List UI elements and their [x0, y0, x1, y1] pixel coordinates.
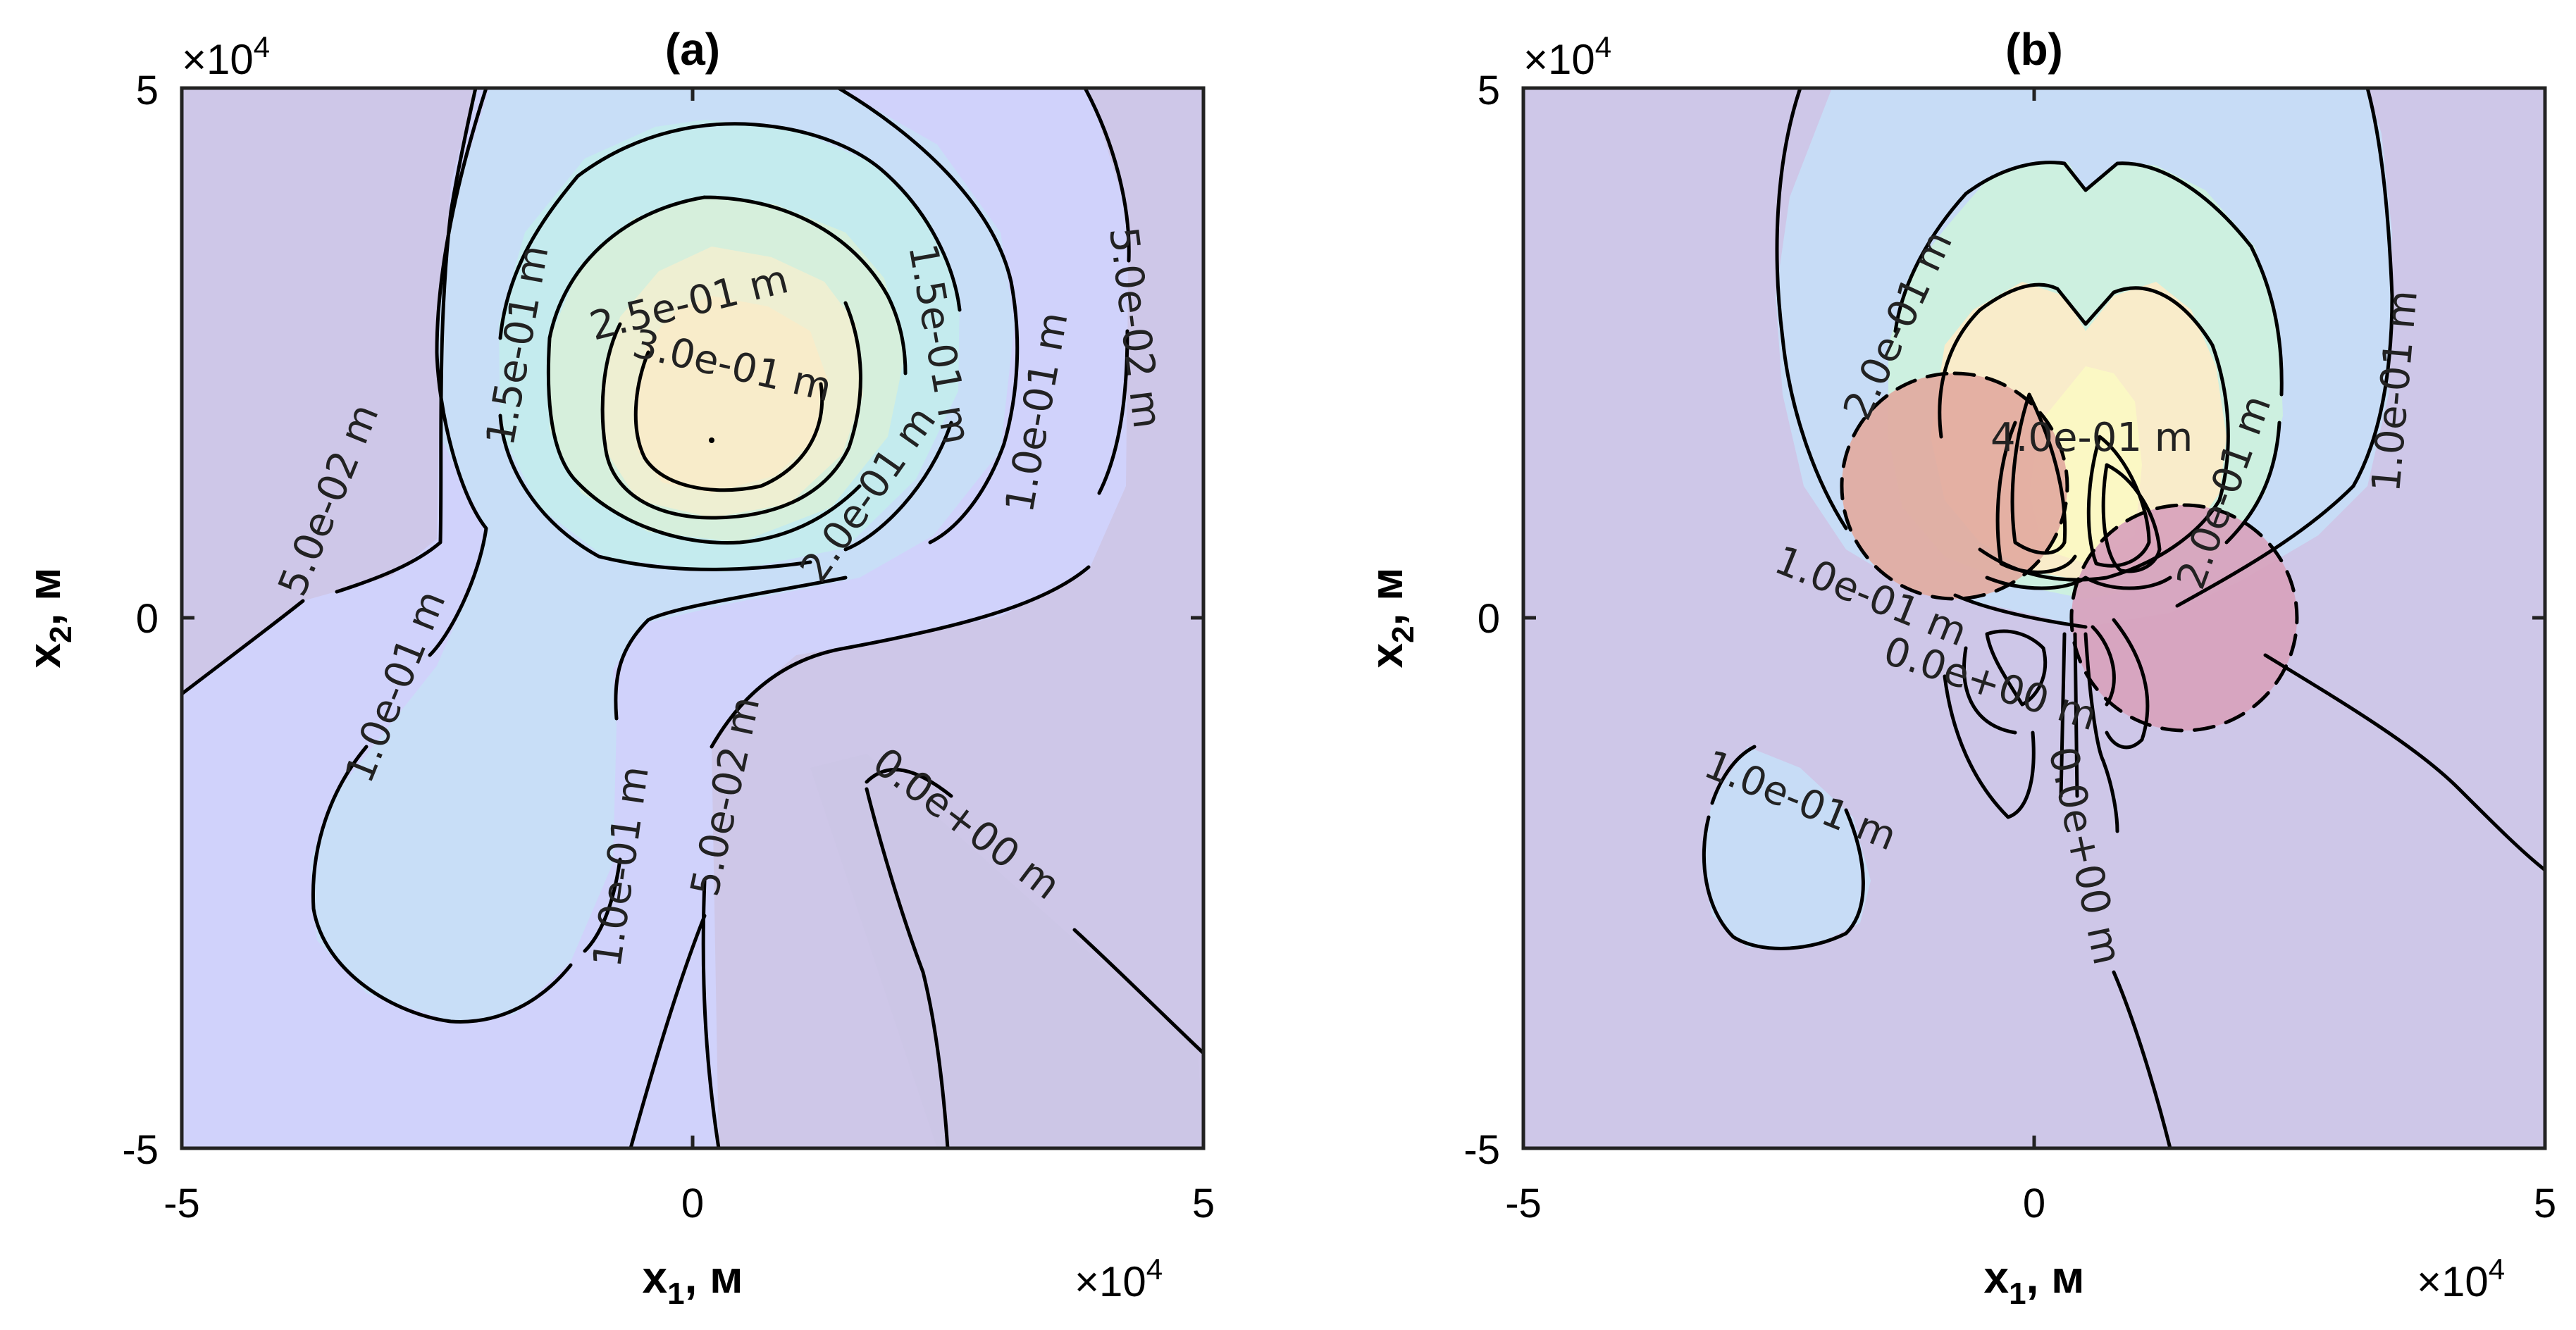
panel-b-fill [1523, 88, 2545, 1148]
panel-b-contour-0.00-r1 [2091, 618, 2150, 750]
x-label-main: x [1984, 1252, 2010, 1303]
panel-a-contour-0.10 [311, 88, 573, 1024]
panel-a-x-tick: 0 [681, 1181, 704, 1226]
panel-b-contour-0.20-right [2224, 421, 2281, 545]
panel-b-fill-0.10-small [1702, 747, 1871, 947]
panel-b-contour-0.30 [1938, 282, 2230, 582]
panel-b-y-axis-label: x2, м [1361, 568, 1420, 669]
panel-a-peak-marker [709, 437, 714, 443]
x-label-main: x [643, 1252, 668, 1303]
panel-a-contour-0.05-left [182, 599, 305, 696]
panel-a-contour-0.10-right [836, 88, 1020, 545]
panel-a-contour-0.10-mid [583, 576, 848, 953]
panel-b-contour-label: 4.0e-01 m [1990, 415, 2193, 461]
y-label-suffix: , м [19, 568, 70, 626]
y-label-sub: 2 [44, 626, 78, 642]
panel-b-x-tick: 0 [2023, 1181, 2045, 1226]
panel-b-x-tick: -5 [1505, 1181, 1542, 1226]
panel-a-x-tick: 5 [1192, 1181, 1215, 1226]
panel-b-y-tick: -5 [1463, 1127, 1500, 1173]
panel-b-contour-0.00-stem [2059, 632, 2105, 798]
panel-b-contour-0.20 [1893, 161, 2284, 397]
panel-b-contour-0.10-tail [2263, 653, 2545, 872]
y-label-main: x [19, 642, 70, 668]
panel-a-contour-0.20 [546, 195, 908, 545]
panel-a-contour-0.30 [633, 350, 824, 492]
panel-b-contour-0.00-l2 [1943, 646, 2036, 819]
panel-a: 5.0e-02 m 5.0e-02 m 5.0e-02 m 1.0e-01 m … [19, 24, 1215, 1311]
panel-b-contour-0.10-small [1702, 745, 1865, 950]
panel-b-y-exponent: ×104 [1523, 30, 1611, 83]
panel-b-x-tick: 5 [2534, 1181, 2556, 1226]
x-label-suffix: , м [2026, 1252, 2085, 1303]
panel-b-contour-0.40-c [1985, 576, 2172, 590]
panel-a-fill [182, 88, 1203, 1148]
panel-b-y-tick: 5 [1478, 68, 1500, 113]
panel-a-y-tick: -5 [122, 1127, 159, 1173]
y-label-main: x [1361, 642, 1412, 668]
panel-a-contour-0.00 [865, 768, 1203, 1148]
panel-b-contour-0.40-l2 [1995, 421, 2077, 574]
panel-b-ticks [1523, 88, 2545, 1148]
panel-a-fill-0.30 [634, 296, 828, 493]
x-label-suffix: , м [685, 1252, 743, 1303]
x-label-sub: 1 [2009, 1276, 2026, 1311]
panel-a-contour-0.05-right [1083, 88, 1131, 495]
panel-b-y-tick: 0 [1478, 596, 1500, 642]
panel-a-x-axis-label: x1, м [643, 1252, 743, 1311]
panel-a-contour-0.25 [600, 301, 862, 520]
panel-a-fill-0.00 [810, 754, 1203, 1148]
panel-a-x-tick: -5 [163, 1181, 200, 1226]
panel-b-contour-0.40-l1 [2010, 392, 2067, 555]
panel-a-contour-0.05-bottom [628, 914, 707, 1148]
panel-b-x-axis-label: x1, м [1984, 1252, 2085, 1311]
y-label-suffix: , м [1361, 568, 1412, 626]
panel-a-ticks [182, 88, 1203, 1148]
panel-a-contour-0.05-left-upper [335, 88, 478, 594]
panel-b-contour-0.40-r1 [2086, 435, 2151, 568]
panel-a-y-exponent: ×104 [182, 30, 270, 83]
panel-b-source-circle-upper-left-outline [1840, 371, 2069, 601]
y-label-sub: 2 [1386, 626, 1420, 642]
panel-a-y-tick: 5 [136, 68, 159, 113]
panel-b: 2.0e-01 m 4.0e-01 m 2.0e-01 m 1.0e-01 m … [1361, 24, 2556, 1311]
panel-b-contour-0.00-tail [2101, 759, 2172, 1148]
panel-a-title: (a) [665, 24, 720, 75]
x-label-sub: 1 [667, 1276, 684, 1311]
panel-a-y-axis-label: x2, м [19, 568, 78, 669]
panel-b-contour-0.10 [1775, 88, 2394, 629]
panel-a-x-exponent: ×104 [1075, 1253, 1163, 1305]
panel-a-contour-0.15 [498, 122, 962, 571]
panel-b-title: (b) [2005, 24, 2063, 75]
panel-b-contour-0.00-l1 [1985, 629, 2048, 707]
panel-b-source-circle-right-outline [2069, 503, 2299, 733]
panel-a-y-tick: 0 [136, 596, 159, 642]
panel-b-contour-0.40-r2 [2101, 463, 2162, 573]
panel-b-x-exponent: ×104 [2417, 1253, 2505, 1305]
